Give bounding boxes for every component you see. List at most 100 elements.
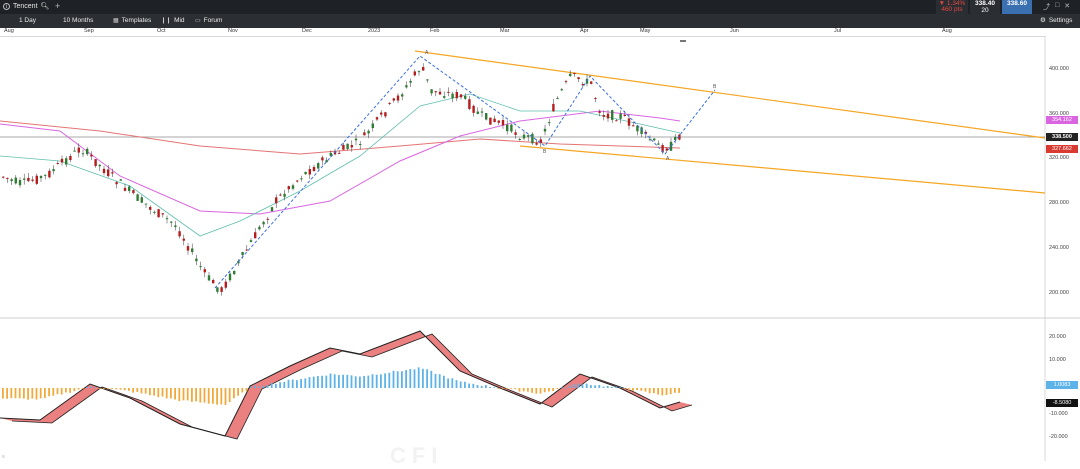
candle-body: [186, 246, 190, 251]
macd-histogram-bar: [396, 371, 399, 388]
macd-fill: [0, 331, 692, 439]
candle-body: [270, 207, 274, 212]
candle-body: [195, 258, 198, 262]
price-tick: 200.000: [1049, 290, 1069, 296]
macd-histogram-bar: [90, 386, 92, 388]
candle-body: [594, 97, 597, 99]
candle-body: [548, 122, 551, 124]
settings-button[interactable]: ⚙ Settings: [1040, 16, 1072, 26]
candle-body: [90, 154, 93, 157]
close-icon[interactable]: ✕: [1064, 3, 1071, 10]
macd-histogram-bar: [611, 386, 613, 388]
macd-histogram-bar: [434, 373, 437, 388]
candle-body: [111, 172, 114, 174]
macd-histogram-bar: [14, 388, 17, 399]
candle-body: [615, 120, 618, 122]
macd-histogram-bar: [216, 388, 218, 405]
price-tick: 400.000: [1049, 66, 1069, 72]
macd-histogram-bar: [678, 388, 680, 393]
candle-body: [35, 175, 38, 184]
month-label: Jun: [730, 28, 739, 34]
macd-histogram-bar: [539, 388, 542, 394]
add-tab-icon[interactable]: +: [55, 1, 61, 11]
ask-button[interactable]: 338.60: [1002, 0, 1032, 14]
macd-histogram-bar: [443, 375, 445, 388]
candle-body: [199, 266, 202, 268]
price-type-button[interactable]: ❙❙ Mid: [158, 16, 188, 26]
candle-body: [102, 168, 106, 174]
candle-body: [426, 79, 429, 81]
macd-histogram-bar: [564, 387, 567, 389]
symbol-selector[interactable]: i Tencent 🔍︎: [3, 2, 49, 10]
link-icon[interactable]: ⤴: [1043, 4, 1050, 11]
chart-toolbar: 1 Day 10 Months ▦ Templates ❙❙ Mid ▭ For…: [0, 14, 1080, 28]
macd-histogram-bar: [170, 388, 172, 399]
macd-histogram-bar: [212, 388, 214, 404]
candle-body: [128, 186, 131, 191]
macd-histogram-bar: [39, 388, 42, 399]
timeframe-label: 1 Day: [19, 17, 36, 24]
search-icon[interactable]: 🔍︎: [40, 3, 50, 10]
macd-histogram-bar: [279, 382, 281, 388]
templates-icon: ▦: [113, 18, 119, 24]
info-icon[interactable]: i: [3, 2, 10, 10]
price-tick: 280.000: [1049, 200, 1069, 206]
symbol-name[interactable]: Tencent: [13, 2, 38, 10]
timeframe-dropdown[interactable]: 1 Day: [16, 16, 39, 26]
month-label: Nov: [228, 28, 238, 34]
range-dropdown[interactable]: 10 Months: [60, 16, 96, 26]
candle-body: [627, 118, 631, 126]
templates-button[interactable]: ▦ Templates: [110, 16, 154, 26]
macd-histogram-bar: [401, 371, 403, 388]
bid-button[interactable]: 338.40 20: [970, 0, 1000, 14]
macd-histogram-bar: [476, 385, 479, 388]
candle-body: [518, 139, 521, 141]
candle-body: [653, 138, 656, 141]
macd-histogram-bar: [560, 387, 563, 389]
macd-histogram-bar: [35, 388, 38, 400]
macd-histogram-bar: [619, 387, 622, 388]
macd-histogram-bar: [447, 378, 449, 388]
macd-histogram-bar: [325, 375, 328, 388]
macd-histogram-bar: [527, 388, 529, 392]
candle-body: [73, 150, 76, 152]
macd-histogram-bar: [464, 381, 466, 388]
candle-body: [371, 123, 374, 129]
candle-body: [539, 139, 542, 143]
macd-histogram-bar: [535, 388, 538, 394]
candle-body: [493, 118, 496, 123]
macd-histogram-bar: [556, 388, 559, 390]
candle-body: [77, 147, 80, 153]
candle-body: [65, 158, 68, 165]
macd-histogram-bar: [674, 388, 676, 393]
restore-icon[interactable]: □: [1055, 2, 1060, 9]
forum-button[interactable]: ▭ Forum: [192, 16, 225, 26]
candle-body: [590, 81, 593, 84]
candle-body: [354, 138, 358, 141]
macd-histogram-bar: [426, 369, 428, 388]
candle-body: [220, 287, 223, 292]
watermark-text: CFI: [390, 443, 444, 468]
range-label: 10 Months: [63, 17, 94, 24]
macd-histogram-bar: [409, 369, 412, 388]
macd-histogram-bar: [220, 388, 223, 405]
macd-histogram-bar: [308, 377, 311, 388]
month-label: 2023: [368, 28, 381, 34]
macd-histogram-bar: [233, 388, 235, 399]
candle-body: [233, 270, 236, 275]
macd-histogram-bar: [182, 388, 185, 401]
month-label: Apr: [580, 28, 589, 34]
macd-histogram-bar: [468, 383, 470, 388]
price-tick: 360.000: [1049, 111, 1069, 117]
candle-body: [514, 132, 517, 135]
macd-tick: -10.000: [1049, 411, 1068, 417]
macd-histogram-bar: [52, 388, 55, 396]
settings-label: Settings: [1048, 17, 1073, 24]
macd-histogram-bar: [10, 388, 13, 399]
macd-histogram-bar: [623, 388, 626, 389]
date-axis: Aug Sep Oct Nov Dec 2023 Feb Mar Apr May…: [0, 28, 1046, 37]
candle-body: [384, 112, 387, 117]
month-label: Mar: [500, 28, 510, 34]
macd-histogram-bar: [480, 385, 483, 388]
price-chart[interactable]: A B A B: [0, 36, 1080, 461]
